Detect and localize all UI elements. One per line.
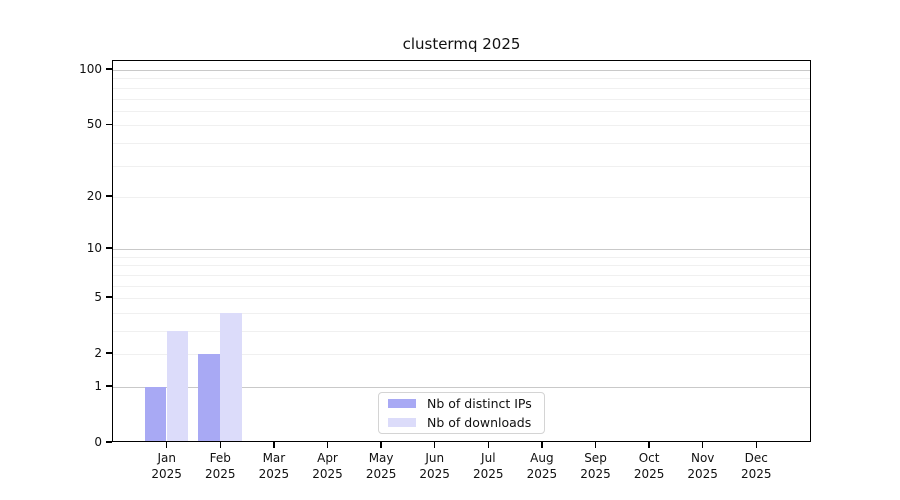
x-tick-label: Dec 2025: [741, 451, 772, 481]
legend: Nb of distinct IPs Nb of downloads: [378, 392, 545, 434]
x-axis-tick: [487, 442, 490, 448]
x-tick-label: Jul 2025: [473, 451, 504, 481]
gridline-minor: [113, 110, 810, 112]
y-tick-label: 50: [86, 117, 102, 132]
x-tick-label: Jun 2025: [419, 451, 450, 481]
y-tick-label: 1: [94, 378, 102, 393]
x-axis-tick: [648, 442, 650, 448]
x-tick-label: Mar 2025: [258, 451, 290, 481]
x-axis-tick: [380, 442, 382, 448]
y-tick-label: 5: [94, 290, 102, 305]
gridline-minor: [113, 265, 810, 267]
y-axis-tick: [105, 352, 112, 354]
gridline-minor: [113, 312, 810, 314]
gridline-minor: [113, 196, 810, 198]
gridline-minor: [113, 142, 810, 144]
x-tick-label: Jan 2025: [151, 451, 182, 481]
gridline-major: [113, 249, 810, 251]
y-axis-tick: [105, 385, 112, 387]
gridline-minor: [113, 298, 810, 300]
bar-downloads-jan: [166, 330, 189, 442]
y-axis-tick: [105, 296, 112, 298]
x-tick-label: Aug 2025: [526, 451, 558, 481]
gridline-major: [113, 70, 810, 72]
gridline-minor: [113, 165, 810, 167]
gridline-minor: [113, 285, 810, 287]
plot-area: [112, 60, 811, 442]
legend-item-downloads: Nb of downloads: [388, 415, 538, 430]
y-tick-label: 20: [86, 188, 102, 203]
gridline-major: [113, 386, 810, 388]
gridline-minor: [113, 78, 810, 80]
legend-label-distinct-ips: Nb of distinct IPs: [427, 396, 532, 411]
gridline-minor: [113, 274, 810, 276]
x-axis-tick: [701, 442, 704, 448]
x-axis-tick: [594, 442, 597, 448]
legend-label-downloads: Nb of downloads: [427, 415, 532, 430]
x-axis-tick: [165, 442, 168, 448]
x-tick-label: May 2025: [365, 451, 397, 481]
legend-swatch-downloads: [388, 418, 416, 427]
y-axis-tick: [105, 195, 112, 197]
x-tick-label: Sep 2025: [580, 451, 611, 481]
x-tick-label: Nov 2025: [687, 451, 718, 481]
x-tick-label: Feb 2025: [205, 451, 236, 481]
bar-downloads-feb: [220, 312, 242, 442]
chart-title: clustermq 2025: [402, 35, 521, 53]
legend-item-distinct-ips: Nb of distinct IPs: [388, 396, 538, 411]
y-axis-tick: [105, 68, 112, 70]
x-axis-tick: [755, 442, 758, 448]
y-tick-label: 0: [94, 435, 102, 449]
y-axis-tick: [105, 441, 112, 443]
x-axis-tick: [326, 442, 329, 448]
bar-distinct-ips-feb: [198, 354, 220, 442]
x-axis-tick: [541, 442, 543, 448]
y-axis-tick: [105, 247, 112, 249]
y-axis-tick: [105, 123, 112, 126]
y-tick-label: 2: [94, 346, 102, 361]
gridline-minor: [113, 87, 810, 89]
x-axis-tick: [433, 442, 436, 448]
y-tick-label: 10: [86, 241, 102, 256]
y-tick-label: 100: [79, 62, 102, 77]
legend-swatch-distinct-ips: [388, 399, 416, 408]
x-axis-tick: [219, 442, 222, 448]
gridline-minor: [113, 125, 810, 127]
bar-distinct-ips-jan: [144, 386, 167, 442]
gridline-minor: [113, 330, 810, 332]
gridline-minor: [113, 354, 810, 356]
x-axis-tick: [273, 442, 275, 448]
gridline-minor: [113, 256, 810, 258]
gridline-minor: [113, 98, 810, 100]
x-tick-label: Apr 2025: [312, 451, 343, 481]
x-tick-label: Oct 2025: [633, 451, 665, 481]
